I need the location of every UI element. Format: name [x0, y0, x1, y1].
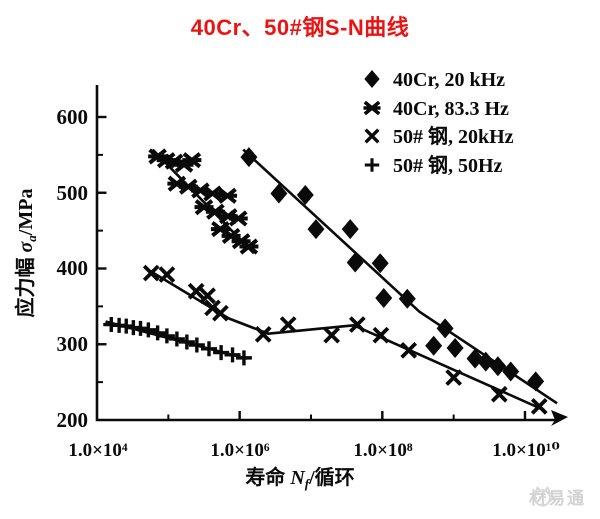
data-point-diamond [436, 318, 454, 339]
data-point-asterisk [218, 187, 238, 204]
x-axis-subscript: f [305, 476, 311, 491]
y-axis-sigma-symbol: σ [15, 240, 37, 252]
legend-label-40cr-20khz: 40Cr, 20 kHz [393, 69, 505, 91]
legend: 40Cr, 20 kHz 40Cr, 83.3 Hz 50# 钢, 20kHz … [363, 69, 514, 177]
x-tick-1e4: 1.0×10⁴ [68, 440, 128, 461]
data-point-diamond [296, 185, 314, 206]
axis-lines [95, 85, 556, 422]
x-axis-n-symbol: N [289, 467, 306, 489]
data-point-plus [149, 325, 166, 341]
y-tick-400: 400 [57, 256, 89, 280]
data-point-plus [235, 350, 252, 366]
data-point-diamond [502, 361, 520, 382]
y-axis-unit: /MPa [15, 189, 37, 237]
data-point-plus [188, 337, 205, 353]
watermark-logo-icon [534, 486, 551, 507]
y-tick-600: 600 [57, 105, 89, 129]
data-point-plus [224, 347, 241, 363]
fit-line [144, 266, 545, 412]
data-point-plus [158, 328, 175, 344]
chart-title: 40Cr、50#钢S-N曲线 [190, 15, 410, 40]
data-point-diamond [307, 219, 325, 240]
y-tick-500: 500 [57, 181, 89, 205]
data-point-diamond [425, 335, 443, 356]
data-point-diamond [489, 356, 507, 377]
data-point-x [187, 282, 205, 300]
y-axis-title-text: 应力幅 [13, 252, 37, 317]
data-point-plus [140, 322, 157, 338]
data-point-x [199, 287, 216, 305]
series-0 [240, 147, 558, 405]
y-tick-200: 200 [57, 408, 89, 432]
data-point-asterisk [182, 152, 202, 169]
legend-label-40cr-83hz: 40Cr, 83.3 Hz [393, 98, 509, 120]
y-tick-300: 300 [57, 332, 89, 356]
data-point-diamond [270, 183, 288, 204]
data-point-x [490, 385, 508, 403]
data-point-x [530, 398, 548, 415]
x-tick-1e8: 1.0×10⁸ [353, 440, 413, 461]
data-point-x [158, 266, 176, 283]
data-point-plus [200, 341, 217, 357]
data-point-diamond [364, 70, 380, 88]
data-point-x [349, 316, 366, 333]
watermark-text: 材易通 [529, 489, 586, 508]
y-axis-subscript: a [24, 235, 39, 242]
x-tick-1e10: 1.0×10¹⁰ [492, 440, 560, 461]
data-point-x [254, 326, 272, 343]
x-axis-arrow-icon [551, 410, 568, 426]
series-1 [148, 148, 259, 255]
data-point-x [142, 264, 160, 282]
data-point-x [445, 369, 462, 386]
data-point-diamond [371, 253, 389, 274]
data-point-x [372, 326, 390, 344]
data-point-plus [364, 158, 380, 172]
data-point-diamond [446, 338, 464, 359]
axes [95, 85, 568, 426]
series-2 [142, 264, 548, 415]
data-point-x [323, 326, 341, 344]
data-point-diamond [527, 371, 545, 392]
x-axis-title: 寿命 Nf/循环 [245, 465, 354, 491]
data-point-plus [213, 345, 230, 361]
data-point-x [279, 316, 297, 333]
x-tick-labels: 1.0×10⁴ 1.0×10⁶ 1.0×10⁸ 1.0×10¹⁰ [68, 440, 559, 461]
data-point-diamond [341, 219, 359, 240]
data-point-diamond [240, 147, 258, 168]
data-point-diamond [398, 288, 416, 309]
x-tick-1e6: 1.0×10⁶ [210, 440, 270, 461]
data-point-x [364, 128, 380, 144]
legend-label-50-50hz: 50# 钢, 50Hz [393, 154, 503, 177]
watermark: 材易通 [529, 484, 586, 509]
data-point-asterisk [203, 185, 223, 202]
series-3 [103, 317, 252, 366]
data-point-asterisk [363, 100, 381, 116]
data-point-diamond [375, 288, 393, 309]
data-point-asterisk [239, 238, 259, 255]
data-point-plus [168, 331, 185, 347]
data-point-plus [178, 334, 195, 350]
data-point-diamond [346, 252, 364, 273]
x-axis-title-text: 寿命 [245, 465, 290, 489]
legend-label-50-20khz: 50# 钢, 20kHz [393, 125, 514, 148]
data-series [103, 147, 558, 415]
x-axis-unit: /循环 [308, 465, 355, 489]
data-point-x [212, 304, 229, 322]
data-point-asterisk [228, 210, 248, 227]
y-tick-labels: 600 500 400 300 200 [57, 105, 89, 432]
y-axis-title: 应力幅 σa/MPa [13, 189, 39, 318]
data-point-x [400, 341, 418, 359]
legend-markers [363, 70, 381, 172]
